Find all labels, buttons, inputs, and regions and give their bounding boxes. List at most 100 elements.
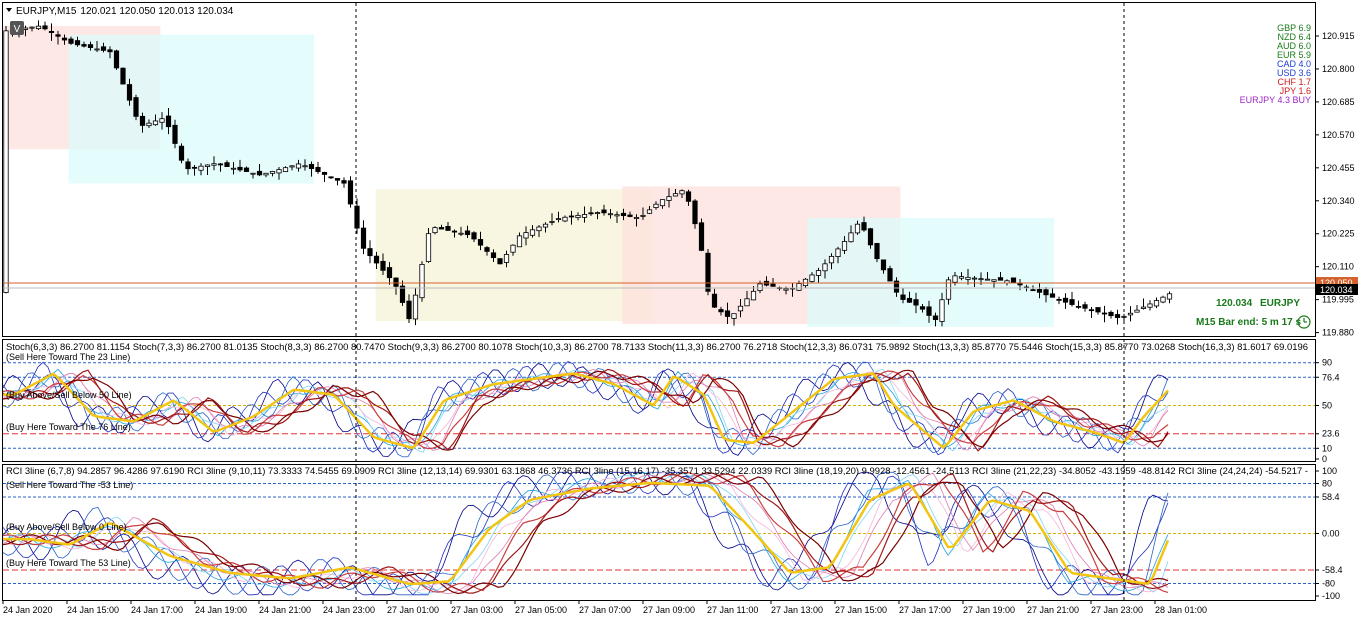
time-tick-label: 24 Jan 21:00 — [259, 605, 311, 615]
rci-line — [2, 471, 1169, 596]
strength-row: EURJPY 4.3 BUY — [1240, 95, 1311, 105]
rci-signal-line — [3, 481, 1170, 586]
stoch-tick-label: 23.6 — [1322, 429, 1340, 439]
stoch-line — [2, 361, 1169, 456]
candle-bull — [419, 263, 425, 299]
stoch-line — [2, 361, 1169, 458]
candle-bear — [445, 226, 451, 231]
candlesticks — [3, 20, 1173, 327]
candle-bull — [1153, 300, 1160, 307]
candle-bull — [945, 279, 952, 300]
candle-bear — [237, 166, 243, 171]
time-tick-label: 28 Jan 01:00 — [1155, 605, 1207, 615]
candle-bull — [1134, 309, 1140, 313]
candle-bear — [893, 280, 900, 293]
candle-bear — [711, 293, 718, 308]
candle-bear — [770, 283, 776, 287]
candle-bear — [880, 259, 887, 271]
candle-bull — [744, 298, 750, 307]
chart-type-label: V — [14, 24, 21, 35]
rci-lines — [2, 471, 1170, 596]
candle-bear — [334, 178, 341, 181]
candle-bull — [230, 167, 237, 170]
time-tick-label: 27 Jan 05:00 — [515, 605, 567, 615]
candle-bull — [666, 196, 672, 201]
candle-bull — [204, 164, 211, 167]
candle-bear — [120, 67, 126, 85]
candle-bear — [1088, 309, 1095, 312]
price-axis[interactable]: 120.915 120.800 120.685 120.570 120.455 120.3… — [1315, 31, 1355, 338]
candle-bear — [601, 209, 607, 214]
rci-line — [2, 473, 1169, 595]
candle-bull — [939, 299, 945, 322]
candle-bear — [471, 232, 477, 240]
candle-bull — [555, 218, 562, 221]
rci-tick-label: 58.4 — [1322, 492, 1340, 502]
candle-bear — [1114, 314, 1121, 318]
time-tick-label: 24 Jan 17:00 — [131, 605, 183, 615]
rci-tick-label: 100 — [1322, 466, 1337, 476]
candle-bear — [926, 306, 932, 316]
candle-bear — [588, 212, 594, 215]
rci-sell-label: (Sell Here Toward The -53 Line) — [6, 480, 133, 490]
rci-tick-label: -58.4 — [1322, 565, 1343, 575]
time-tick-label: 24 Jan 2020 — [3, 605, 53, 615]
stoch-mid-label: (Buy Above/Sell Below 50 Line) — [6, 390, 132, 400]
chart-title: EURJPY,M15 120.021 120.050 120.013 120.03… — [6, 6, 234, 35]
stoch-tick-label: 50 — [1322, 401, 1332, 411]
candle-bull — [1160, 296, 1166, 303]
candle-bull — [510, 244, 516, 253]
candle-bull — [809, 274, 815, 282]
stoch-sell-label: (Sell Here Toward The 23 Line) — [6, 352, 130, 362]
candle-bear — [620, 212, 627, 217]
candle-bear — [1017, 283, 1023, 286]
candle-bull — [263, 172, 269, 176]
candle-bear — [87, 44, 94, 48]
candle-bear — [867, 228, 874, 246]
price-tick-label: 120.685 — [1322, 97, 1355, 107]
candle-bull — [965, 276, 971, 280]
rci-axis: 100 80 58.4 0.00 -58.4 -80 -100 — [1315, 466, 1343, 601]
candle-bull — [152, 120, 159, 126]
candle-bull — [1147, 303, 1153, 308]
strength-row: CHF 1.7 — [1277, 77, 1311, 87]
candle-bear — [692, 200, 698, 225]
candle-bull — [295, 163, 302, 169]
stoch-line — [2, 370, 1169, 450]
time-tick-label: 27 Jan 23:00 — [1091, 605, 1143, 615]
candle-bull — [971, 277, 978, 280]
candle-bear — [1030, 289, 1036, 292]
price-tag-a-text: 120.050 — [1320, 278, 1353, 288]
chart-type-button[interactable] — [10, 21, 24, 35]
candle-bear — [185, 161, 191, 170]
stoch-line — [2, 368, 1169, 448]
candle-bull — [614, 214, 620, 217]
candle-bear — [217, 163, 224, 166]
candle-bear — [360, 227, 367, 249]
rci-tick-label: -100 — [1322, 591, 1340, 601]
candle-bear — [477, 239, 484, 246]
dropdown-arrow-icon[interactable] — [6, 8, 12, 12]
rci-line — [2, 471, 1169, 596]
candle-bear — [172, 124, 178, 144]
candle-bear — [1036, 289, 1043, 293]
candle-bull — [211, 163, 217, 166]
candle-bull — [659, 199, 666, 207]
candle-bear — [380, 260, 386, 271]
candle-bull — [542, 223, 549, 228]
candle-bear — [399, 285, 406, 303]
candle-bull — [828, 255, 835, 264]
time-tick-label: 27 Jan 17:00 — [899, 605, 951, 615]
stoch-buy-label: (Buy Here Toward The 76 Line) — [6, 422, 131, 432]
candle-bull — [503, 254, 510, 263]
strength-row: USD 3.6 — [1277, 68, 1311, 78]
candle-bear — [464, 230, 471, 236]
time-axis[interactable]: 24 Jan 2020 24 Jan 15:00 24 Jan 17:00 24 Ja… — [2, 600, 1207, 615]
candle-bull — [672, 193, 679, 197]
price-tick-label: 120.455 — [1322, 163, 1355, 173]
strength-row: AUD 6.0 — [1277, 41, 1311, 51]
candle-bull — [94, 48, 100, 51]
time-tick-label: 27 Jan 01:00 — [387, 605, 439, 615]
